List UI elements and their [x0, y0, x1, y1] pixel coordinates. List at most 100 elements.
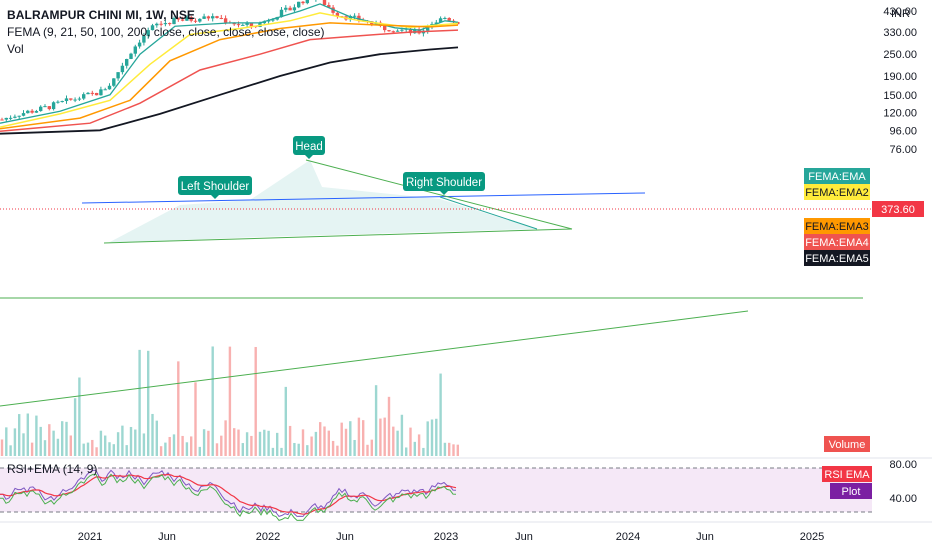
pattern-label-box[interactable]	[178, 176, 252, 195]
ema-tag-box[interactable]	[804, 250, 870, 266]
volume-bar	[306, 445, 309, 456]
candle-body	[17, 115, 21, 117]
candle-body	[39, 106, 43, 112]
candle-body	[292, 7, 297, 11]
volume-bar	[104, 435, 107, 456]
time-axis-label: 2025	[800, 531, 824, 543]
candle-body	[99, 89, 103, 96]
price-axis-label: 150.00	[883, 90, 917, 102]
volume-bar	[56, 438, 60, 456]
volume-bar	[254, 346, 257, 456]
volume-bar	[357, 417, 361, 456]
candle-body	[348, 16, 352, 20]
volume-bar	[220, 435, 223, 456]
volume-bar	[392, 426, 395, 456]
ema-line-200	[0, 46, 459, 135]
price-axis-label: 330.00	[883, 27, 917, 39]
volume-bar	[13, 428, 17, 456]
volume-bar	[95, 447, 98, 456]
candle-body	[168, 23, 172, 25]
volume-bar	[349, 421, 352, 456]
candle-body	[271, 19, 275, 21]
pattern-label-box[interactable]	[403, 172, 485, 191]
rsi-legend[interactable]: RSI+EMA (14, 9)	[7, 462, 98, 476]
volume-bar	[297, 443, 300, 456]
volume-bar	[301, 429, 305, 456]
rsi-ema-tag-box[interactable]	[822, 466, 872, 482]
volume-bar	[159, 446, 163, 456]
pattern-fill	[108, 160, 537, 243]
price-axis-label: 250.00	[883, 49, 917, 61]
volume-label[interactable]: Vol	[7, 42, 24, 56]
price-axis-label: 430.00	[883, 6, 917, 18]
candle-body	[447, 17, 451, 21]
candle-body	[395, 30, 400, 32]
candle-body	[94, 92, 99, 96]
candle-body	[163, 23, 168, 25]
candle-body	[249, 23, 254, 27]
candle-body	[438, 18, 443, 23]
ema-tag: FEMA:EMA4	[805, 237, 869, 249]
volume-bar	[331, 440, 335, 456]
candle-body	[266, 20, 271, 22]
volume-bar	[125, 445, 128, 456]
candle-body	[176, 18, 180, 20]
volume-bar	[177, 361, 180, 456]
volume-bar	[155, 420, 158, 456]
volume-bar	[344, 428, 348, 456]
candle-body	[129, 53, 133, 59]
pattern-label-box[interactable]	[293, 136, 325, 155]
volume-bar	[86, 442, 90, 456]
candle-body	[47, 106, 51, 110]
volume-bar	[237, 429, 240, 456]
neckline-green	[103, 228, 573, 244]
candle-body	[51, 102, 56, 110]
candle-body	[107, 85, 112, 90]
time-axis-label: Jun	[336, 531, 354, 543]
ema-tag: FEMA:EMA2	[805, 187, 869, 199]
ema-tag-box[interactable]	[804, 234, 870, 250]
volume-bar	[164, 442, 167, 456]
candle-body	[86, 92, 90, 95]
last-price-tag-box[interactable]	[872, 201, 924, 217]
volume-bar	[147, 350, 150, 456]
volume-tag-box[interactable]	[824, 436, 870, 452]
volume-bar	[271, 447, 275, 456]
candle-body	[34, 111, 39, 113]
volume-bar	[267, 430, 270, 456]
rsi-plot-tag-box[interactable]	[830, 483, 872, 499]
volume-bar	[168, 436, 171, 456]
neckline-blue	[81, 192, 646, 204]
symbol-title[interactable]: BALRAMPUR CHINI MI, 1W, NSE	[7, 8, 196, 22]
candle-body	[185, 17, 189, 21]
volume-bar	[121, 425, 124, 456]
price-axis-label: 96.00	[889, 125, 917, 137]
volume-bar	[129, 426, 133, 456]
volume-bar	[413, 441, 416, 456]
ema-tag-box[interactable]	[804, 184, 870, 200]
volume-bar	[405, 447, 408, 456]
volume-bar	[387, 396, 391, 456]
volume-bar	[224, 420, 227, 456]
candle-body	[150, 25, 155, 31]
rsi-axis-label: 40.00	[889, 493, 917, 505]
candle-body	[284, 7, 288, 10]
last-price-tag: 373.60	[881, 204, 915, 216]
volume-bar	[245, 432, 249, 456]
candle-body	[103, 89, 107, 91]
rsi-ema-line	[0, 473, 457, 515]
volume-bar	[409, 427, 412, 456]
ema-tag: FEMA:EMA	[808, 171, 866, 183]
ema-tag-box[interactable]	[804, 168, 870, 184]
ema-tag-box[interactable]	[804, 218, 870, 234]
volume-bar	[400, 414, 404, 456]
candle-body	[159, 23, 163, 25]
candle-body	[391, 31, 395, 33]
volume-bar	[207, 430, 210, 456]
pattern-label-pointer	[440, 191, 448, 195]
indicator-label[interactable]: FEMA (9, 21, 50, 100, 200, close, close,…	[7, 25, 325, 39]
volume-bar	[9, 445, 12, 456]
candle-body	[219, 17, 223, 19]
candle-body	[172, 18, 176, 25]
